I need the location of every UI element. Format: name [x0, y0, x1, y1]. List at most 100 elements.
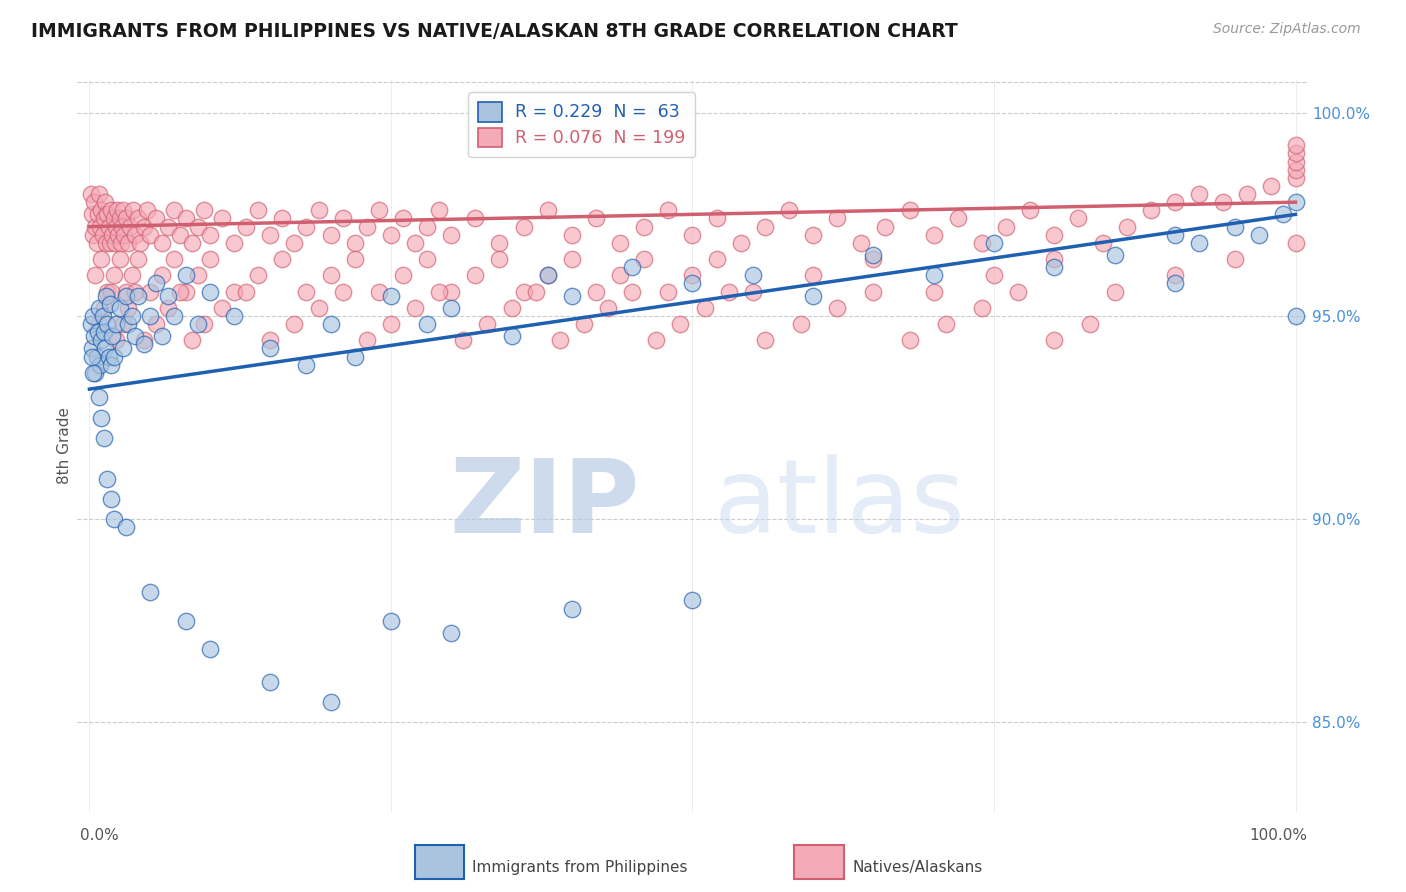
Point [585, 211, 607, 226]
Point [121, 309, 143, 323]
Point [79, 187, 101, 202]
Point [117, 317, 139, 331]
Point [706, 211, 728, 226]
Point [247, 203, 270, 218]
Point [138, 585, 160, 599]
Point [211, 301, 233, 315]
Point [1043, 334, 1066, 348]
Point [1067, 211, 1090, 226]
Point [80, 342, 103, 356]
Point [512, 219, 534, 234]
Point [609, 235, 631, 250]
Point [187, 317, 209, 331]
Point [117, 301, 139, 315]
Point [97, 350, 120, 364]
Point [983, 268, 1005, 283]
Point [392, 268, 415, 283]
Point [356, 219, 378, 234]
Point [271, 252, 294, 266]
Point [404, 235, 426, 250]
Point [682, 227, 704, 242]
Point [1019, 203, 1042, 218]
Point [101, 329, 124, 343]
Point [1225, 219, 1247, 234]
Point [156, 219, 179, 234]
Point [754, 219, 776, 234]
Point [198, 252, 221, 266]
Point [319, 695, 342, 709]
Point [380, 227, 402, 242]
Point [416, 219, 439, 234]
Point [87, 325, 110, 339]
Point [561, 227, 583, 242]
Point [1260, 178, 1282, 193]
Text: 0.0%: 0.0% [80, 828, 120, 843]
Point [104, 235, 127, 250]
Point [145, 317, 167, 331]
Point [1236, 187, 1258, 202]
Point [156, 301, 179, 315]
Point [84, 366, 107, 380]
Point [103, 211, 125, 226]
Point [427, 285, 450, 299]
Point [235, 285, 257, 299]
Point [1043, 260, 1066, 275]
Point [778, 203, 800, 218]
Point [104, 219, 127, 234]
Point [96, 235, 118, 250]
Point [537, 203, 560, 218]
Point [367, 203, 389, 218]
Point [801, 268, 824, 283]
Point [90, 203, 112, 218]
Point [163, 203, 186, 218]
Point [132, 337, 155, 351]
Point [224, 235, 246, 250]
Point [308, 301, 330, 315]
Point [198, 227, 221, 242]
Point [198, 285, 221, 299]
Point [103, 512, 125, 526]
Legend: R = 0.229  N =  63, R = 0.076  N = 199: R = 0.229 N = 63, R = 0.076 N = 199 [468, 92, 695, 157]
Point [132, 334, 155, 348]
Point [87, 207, 110, 221]
Point [416, 252, 439, 266]
Point [97, 219, 120, 234]
Point [633, 252, 655, 266]
Point [91, 227, 114, 242]
Point [174, 285, 197, 299]
Point [898, 334, 921, 348]
Point [150, 235, 173, 250]
Point [970, 301, 993, 315]
Point [706, 252, 728, 266]
Point [596, 301, 619, 315]
Point [180, 334, 202, 348]
Point [295, 219, 318, 234]
Point [1188, 235, 1211, 250]
Point [83, 195, 105, 210]
Text: IMMIGRANTS FROM PHILIPPINES VS NATIVE/ALASKAN 8TH GRADE CORRELATION CHART: IMMIGRANTS FROM PHILIPPINES VS NATIVE/AL… [31, 22, 957, 41]
Text: ZIP: ZIP [450, 454, 640, 555]
Point [127, 288, 149, 302]
Point [103, 268, 125, 283]
Point [1284, 146, 1306, 161]
Point [477, 317, 499, 331]
Point [156, 288, 179, 302]
Point [633, 219, 655, 234]
Point [440, 301, 463, 315]
Point [105, 203, 128, 218]
Point [416, 317, 439, 331]
Point [682, 593, 704, 607]
Point [464, 268, 486, 283]
Point [283, 317, 305, 331]
Point [319, 268, 342, 283]
Point [100, 203, 122, 218]
Point [136, 203, 159, 218]
Point [392, 211, 415, 226]
Point [295, 358, 318, 372]
Text: Natives/Alaskans: Natives/Alaskans [852, 860, 983, 874]
Point [537, 268, 560, 283]
Point [621, 285, 644, 299]
Point [367, 285, 389, 299]
Point [790, 317, 813, 331]
Point [87, 317, 110, 331]
